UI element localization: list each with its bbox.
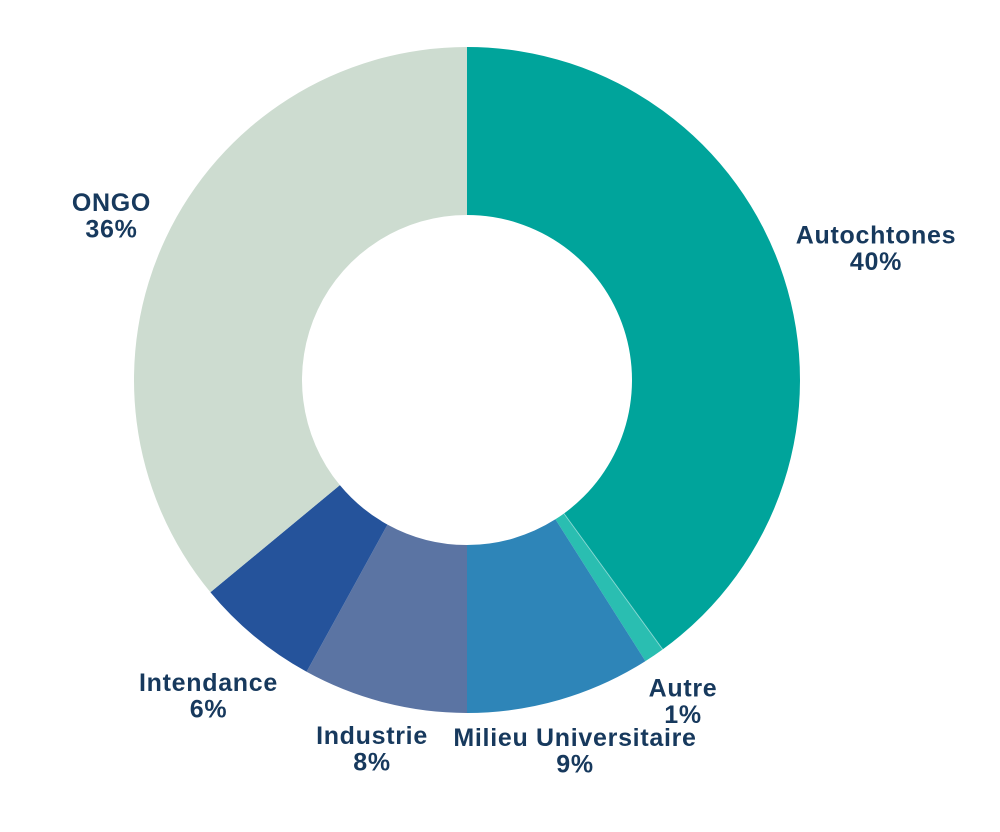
- svg-text:ONGO: ONGO: [72, 189, 151, 217]
- svg-text:Autochtones: Autochtones: [796, 222, 956, 250]
- svg-text:9%: 9%: [556, 751, 594, 779]
- svg-text:Intendance: Intendance: [139, 669, 278, 697]
- svg-text:36%: 36%: [85, 216, 137, 244]
- svg-text:Milieu Universitaire: Milieu Universitaire: [453, 724, 696, 752]
- svg-text:40%: 40%: [850, 248, 902, 276]
- svg-text:Industrie: Industrie: [316, 722, 428, 750]
- svg-text:8%: 8%: [353, 749, 391, 777]
- svg-text:1%: 1%: [664, 701, 702, 729]
- svg-text:6%: 6%: [190, 696, 228, 724]
- svg-text:Autre: Autre: [649, 675, 718, 703]
